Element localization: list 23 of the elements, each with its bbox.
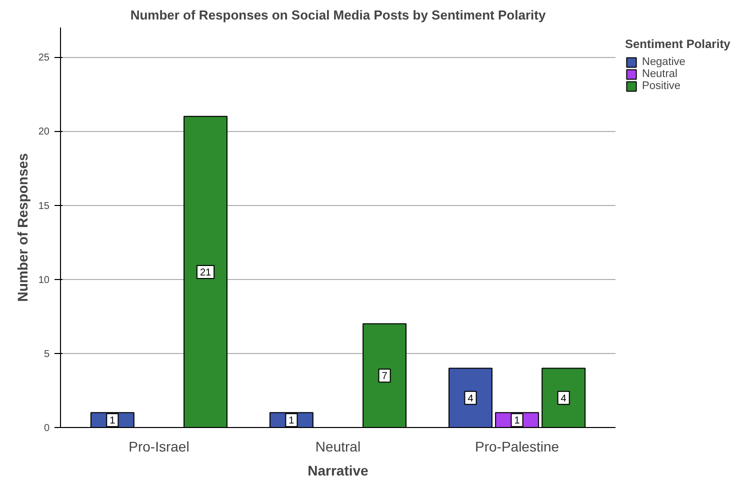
data-label: 4 (468, 393, 474, 404)
y-tick-label: 25 (38, 52, 50, 64)
chart-title: Number of Responses on Social Media Posts by Sentiment Polarity (130, 8, 546, 22)
y-tick-label: 15 (38, 200, 50, 212)
y-tick-label: 10 (38, 274, 50, 286)
y-tick-label: 20 (38, 126, 50, 138)
x-tick-label: Neutral (315, 438, 361, 454)
x-tick-label: Pro-Palestine (475, 438, 560, 454)
y-tick-label: 0 (44, 423, 50, 434)
data-label: 4 (560, 393, 567, 404)
data-label: 1 (288, 416, 295, 427)
data-label: 7 (382, 371, 388, 382)
data-label: 1 (110, 416, 116, 427)
x-axis-title: Narrative (308, 462, 369, 478)
x-tick-label: Pro-Israel (128, 438, 190, 454)
y-axis-title: Number of Responses (14, 152, 30, 302)
y-tick-label: 5 (44, 348, 50, 360)
data-label: 1 (514, 416, 520, 427)
data-label: 21 (200, 267, 212, 278)
legend-title: Sentiment Polarity (625, 37, 730, 51)
legend-label: Negative (642, 56, 686, 68)
legend-label: Neutral (642, 68, 678, 80)
legend-label: Positive (642, 80, 681, 92)
